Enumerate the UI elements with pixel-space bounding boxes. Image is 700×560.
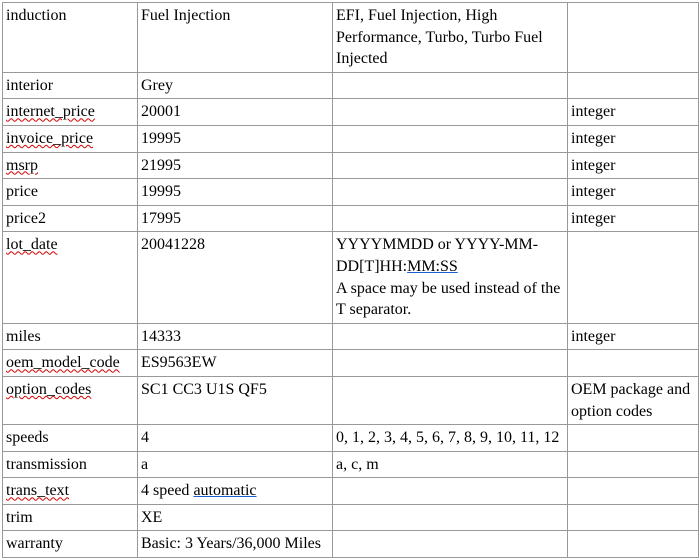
field-name: lot_date: [3, 232, 138, 323]
field-value: Basic: 3 Years/36,000 Miles: [138, 531, 333, 558]
field-value: 4 speed automatic: [138, 478, 333, 505]
spec-table: inductionFuel InjectionEFI, Fuel Injecti…: [2, 2, 699, 558]
field-name: price2: [3, 205, 138, 232]
field-datatype: [568, 72, 699, 99]
field-datatype: OEM package and option codes: [568, 376, 699, 424]
field-notes: [333, 323, 568, 350]
field-notes: [333, 179, 568, 206]
field-notes: YYYYMMDD or YYYY-MM-DD[T]HH:MM:SSA space…: [333, 232, 568, 323]
field-notes: [333, 205, 568, 232]
field-datatype: [568, 451, 699, 478]
field-name: msrp: [3, 152, 138, 179]
table-row: transmissionaa, c, m: [3, 451, 699, 478]
field-name: transmission: [3, 451, 138, 478]
field-datatype: [568, 531, 699, 558]
field-notes: [333, 99, 568, 126]
field-datatype: integer: [568, 179, 699, 206]
field-datatype: [568, 3, 699, 73]
field-value: 4: [138, 425, 333, 452]
field-name: oem_model_code: [3, 350, 138, 377]
table-row: speeds40, 1, 2, 3, 4, 5, 6, 7, 8, 9, 10,…: [3, 425, 699, 452]
field-value: a: [138, 451, 333, 478]
field-datatype: [568, 478, 699, 505]
field-name: speeds: [3, 425, 138, 452]
field-datatype: integer: [568, 323, 699, 350]
field-notes: [333, 350, 568, 377]
field-name: invoice_price: [3, 125, 138, 152]
field-name: miles: [3, 323, 138, 350]
field-notes: [333, 504, 568, 531]
field-datatype: integer: [568, 99, 699, 126]
field-notes: [333, 152, 568, 179]
field-value: Grey: [138, 72, 333, 99]
field-name: warranty: [3, 531, 138, 558]
field-datatype: integer: [568, 152, 699, 179]
field-name: option_codes: [3, 376, 138, 424]
table-row: interiorGrey: [3, 72, 699, 99]
field-name: interior: [3, 72, 138, 99]
field-notes: [333, 531, 568, 558]
table-row: trimXE: [3, 504, 699, 531]
field-value: Fuel Injection: [138, 3, 333, 73]
field-value: SC1 CC3 U1S QF5: [138, 376, 333, 424]
field-value: 20001: [138, 99, 333, 126]
field-value: 19995: [138, 125, 333, 152]
field-name: trans_text: [3, 478, 138, 505]
field-value: XE: [138, 504, 333, 531]
field-value: 14333: [138, 323, 333, 350]
field-notes: 0, 1, 2, 3, 4, 5, 6, 7, 8, 9, 10, 11, 12: [333, 425, 568, 452]
table-row: warrantyBasic: 3 Years/36,000 Miles: [3, 531, 699, 558]
table-row: option_codesSC1 CC3 U1S QF5 OEM package a…: [3, 376, 699, 424]
field-value: 19995: [138, 179, 333, 206]
field-datatype: integer: [568, 125, 699, 152]
table-row: price217995 integer: [3, 205, 699, 232]
field-notes: [333, 478, 568, 505]
field-value: ES9563EW: [138, 350, 333, 377]
table-row: internet_price20001 integer: [3, 99, 699, 126]
field-notes: [333, 376, 568, 424]
table-row: oem_model_codeES9563EW: [3, 350, 699, 377]
table-row: price19995 integer: [3, 179, 699, 206]
field-value: 17995: [138, 205, 333, 232]
field-datatype: [568, 504, 699, 531]
field-name: internet_price: [3, 99, 138, 126]
table-row: msrp21995 integer: [3, 152, 699, 179]
field-notes: [333, 125, 568, 152]
field-datatype: integer: [568, 205, 699, 232]
field-value: 20041228: [138, 232, 333, 323]
table-row: lot_date20041228YYYYMMDD or YYYY-MM-DD[T…: [3, 232, 699, 323]
field-notes: [333, 72, 568, 99]
field-datatype: [568, 350, 699, 377]
field-value: 21995: [138, 152, 333, 179]
table-row: miles14333 integer: [3, 323, 699, 350]
field-name: price: [3, 179, 138, 206]
table-row: inductionFuel InjectionEFI, Fuel Injecti…: [3, 3, 699, 73]
field-datatype: [568, 232, 699, 323]
field-name: induction: [3, 3, 138, 73]
table-row: trans_text4 speed automatic: [3, 478, 699, 505]
field-datatype: [568, 425, 699, 452]
field-name: trim: [3, 504, 138, 531]
table-row: invoice_price19995 integer: [3, 125, 699, 152]
field-notes: EFI, Fuel Injection, High Performance, T…: [333, 3, 568, 73]
field-notes: a, c, m: [333, 451, 568, 478]
